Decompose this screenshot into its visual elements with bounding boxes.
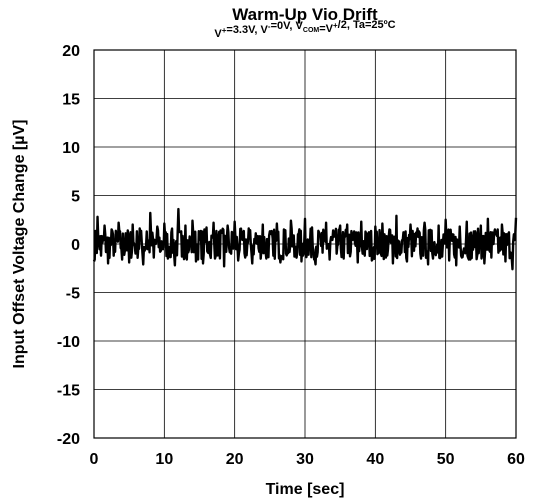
y-tick-label: 0 <box>71 237 80 254</box>
subtitle-part: =V <box>319 23 333 35</box>
y-tick-label: -15 <box>57 383 80 400</box>
y-tick-label: 10 <box>62 140 80 157</box>
series-group <box>92 207 518 271</box>
subtitle-part: + <box>222 26 227 35</box>
x-tick-label: 30 <box>296 451 314 468</box>
subtitle-part: =3.3V, V <box>226 24 268 36</box>
series-line <box>92 207 518 271</box>
subtitle-part: + <box>333 21 338 30</box>
x-tick-label: 0 <box>90 451 99 468</box>
y-tick-label: -5 <box>66 286 80 303</box>
y-tick-label: 15 <box>62 92 80 109</box>
x-tick-label: 60 <box>507 451 525 468</box>
y-tick-label: -10 <box>57 334 80 351</box>
x-tick-label: 10 <box>155 451 173 468</box>
y-tick-label: -20 <box>57 431 80 448</box>
y-tick-labels: 20 15 10 5 0 -5 -10 -15 -20 <box>57 43 80 448</box>
x-tick-label: 40 <box>366 451 384 468</box>
subtitle-part: V <box>214 28 222 40</box>
y-tick-label: 5 <box>71 189 80 206</box>
subtitle-part: - <box>268 22 271 31</box>
subtitle-part: =0V, V <box>271 20 304 32</box>
chart-subtitle: V+=3.3V, V-=0V, VCOM=V+/2, Ta=25ºC <box>214 19 395 40</box>
x-axis-label: Time [sec] <box>266 481 345 498</box>
x-tick-label: 50 <box>437 451 455 468</box>
chart-title: Warm-Up Vio Drift <box>232 5 378 24</box>
subtitle-part: COM <box>303 27 320 34</box>
subtitle-part: /2, Ta=25ºC <box>338 19 396 31</box>
y-tick-label: 20 <box>62 43 80 60</box>
x-tick-label: 20 <box>226 451 244 468</box>
x-tick-labels: 0 10 20 30 40 50 60 <box>90 451 525 468</box>
y-axis-label: Input Offset Voltage Change [µV] <box>11 120 28 369</box>
